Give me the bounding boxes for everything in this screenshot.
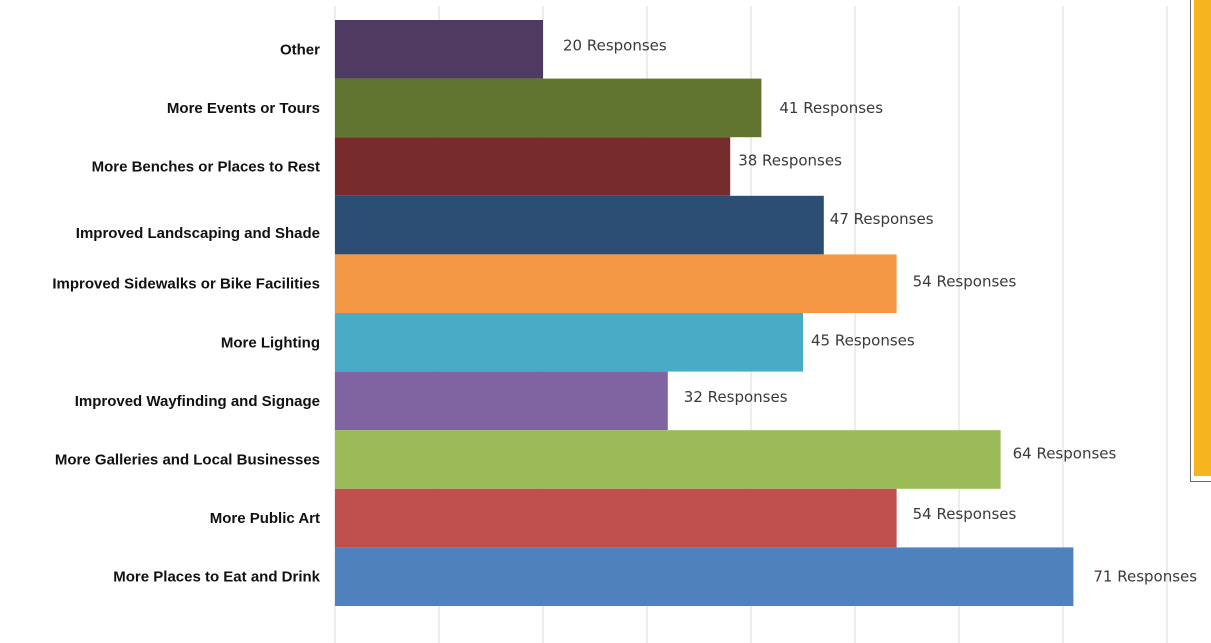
data-label: 45 Responses (811, 331, 915, 349)
bar (335, 371, 668, 431)
bar (335, 547, 1074, 606)
data-label: 64 Responses (1013, 445, 1117, 463)
bar (335, 313, 803, 372)
category-label: Improved Landscaping and Shade (76, 225, 320, 242)
category-label: Other (280, 41, 320, 58)
data-label: 47 Responses (830, 210, 934, 228)
data-label: 20 Responses (563, 36, 667, 54)
data-label: 32 Responses (684, 388, 788, 406)
category-label: Improved Sidewalks or Bike Facilities (52, 276, 320, 293)
side-panel-fill (1194, 0, 1211, 476)
data-label: 38 Responses (738, 152, 842, 170)
data-label: 54 Responses (913, 273, 1017, 291)
category-label: More Lighting (221, 334, 320, 351)
bar (335, 20, 543, 79)
category-label: More Benches or Places to Rest (92, 159, 320, 176)
category-label: More Events or Tours (167, 100, 320, 117)
category-labels: Other More Events or Tours More Benches or… (52, 41, 320, 585)
bar (335, 254, 897, 313)
bar (335, 488, 897, 548)
bar (335, 78, 762, 138)
category-label: More Public Art (210, 510, 320, 527)
category-label: More Places to Eat and Drink (113, 569, 320, 586)
category-label: More Galleries and Local Businesses (55, 452, 320, 469)
bar (335, 430, 1001, 489)
bars (335, 20, 1074, 606)
data-label: 41 Responses (779, 99, 883, 117)
bar (335, 137, 731, 196)
category-label: Improved Wayfinding and Signage (75, 393, 320, 410)
side-panel (1190, 0, 1211, 482)
data-label: 54 Responses (913, 505, 1017, 523)
bar (335, 195, 824, 255)
data-labels: 20 Responses 41 Responses 38 Responses 47 R… (563, 36, 1197, 585)
data-label: 71 Responses (1093, 568, 1197, 586)
